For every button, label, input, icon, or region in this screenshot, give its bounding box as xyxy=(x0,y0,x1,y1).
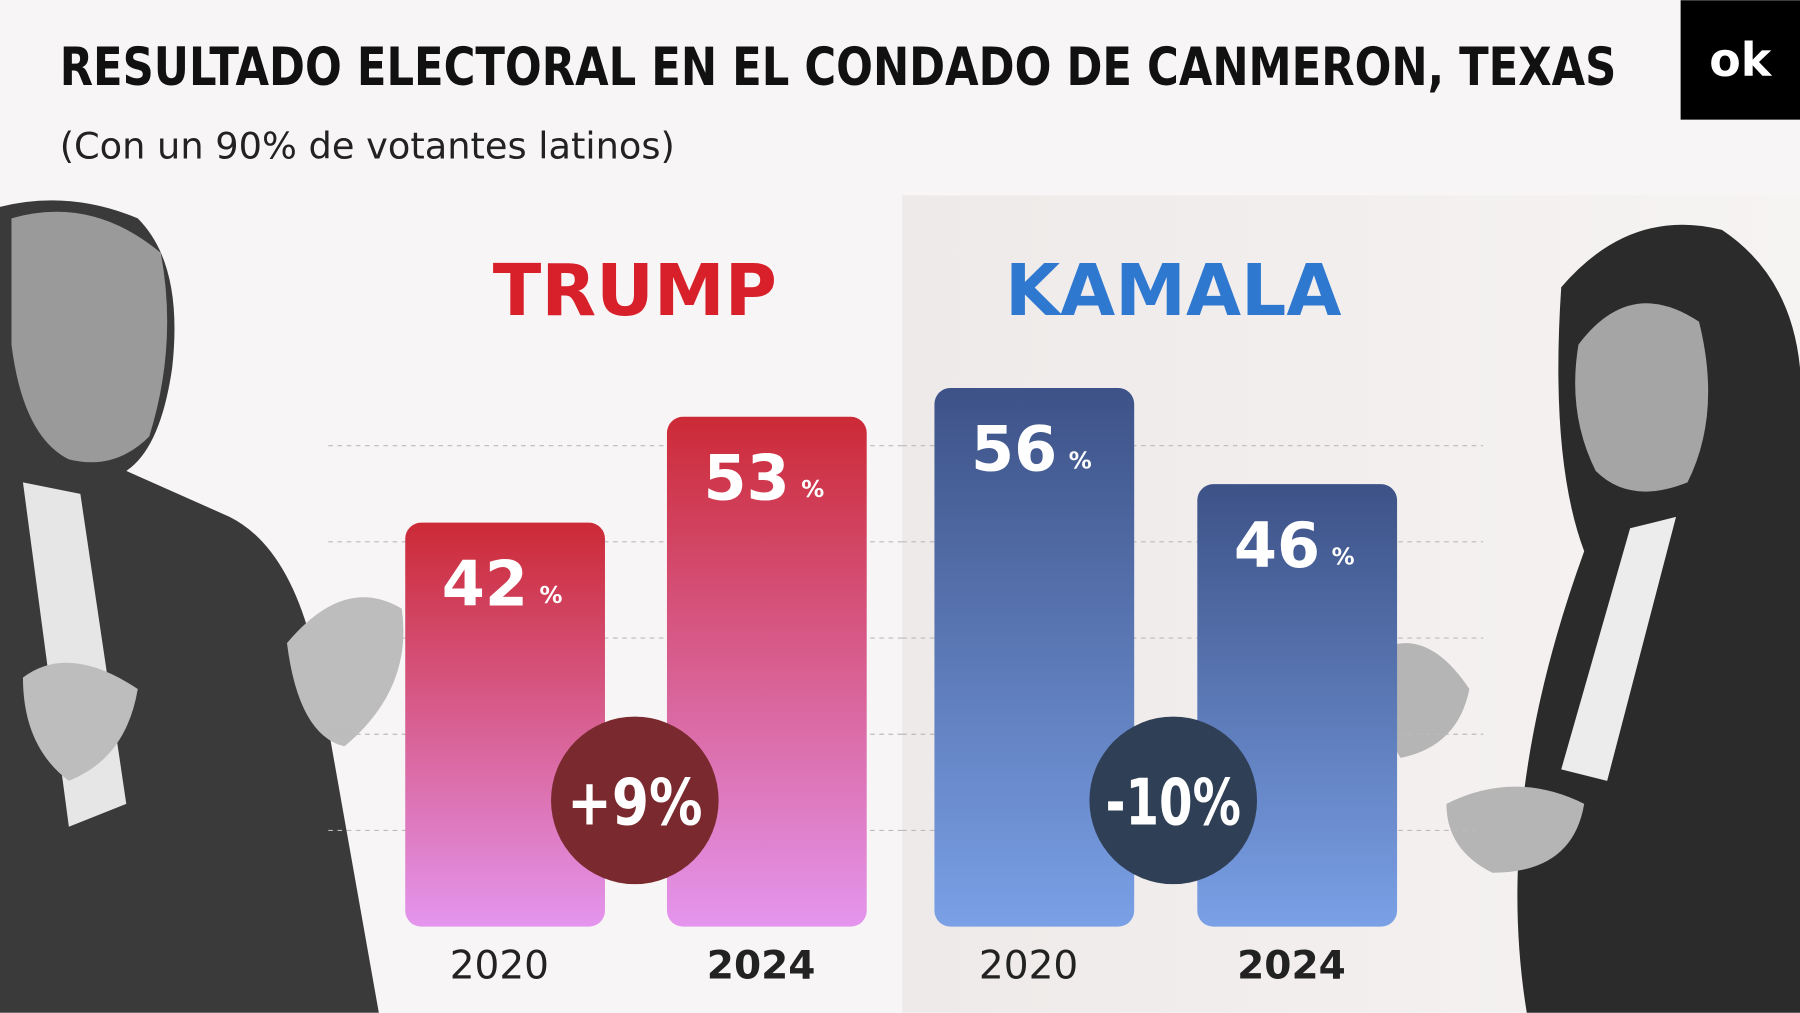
bar xyxy=(934,387,1135,927)
value-unit: % xyxy=(801,477,824,503)
chart-title: KAMALA xyxy=(1005,249,1342,332)
title: RESULTADO ELECTORAL EN EL CONDADO DE CAN… xyxy=(60,37,1617,98)
subtitle: (Con un 90% de votantes latinos) xyxy=(60,125,675,168)
logo: ok xyxy=(1709,33,1773,87)
x-tick-label: 2024 xyxy=(1237,943,1346,988)
value-label: 56 xyxy=(971,413,1057,486)
value-label: 53 xyxy=(704,441,790,514)
value-label: 46 xyxy=(1234,509,1320,582)
x-tick-label: 2024 xyxy=(707,943,816,988)
value-unit: % xyxy=(1332,544,1355,570)
value-unit: % xyxy=(540,583,563,609)
portrait-left xyxy=(0,200,404,1013)
change-badge xyxy=(551,716,719,885)
x-tick-label: 2020 xyxy=(979,943,1078,988)
logo-box xyxy=(1680,0,1800,120)
change-label: +9% xyxy=(567,765,702,840)
chart-title: TRUMP xyxy=(493,249,777,332)
x-tick-label: 2020 xyxy=(450,943,549,988)
value-unit: % xyxy=(1069,448,1092,474)
change-label: -10% xyxy=(1105,765,1240,840)
value-label: 42 xyxy=(442,547,528,620)
change-badge xyxy=(1089,716,1258,885)
